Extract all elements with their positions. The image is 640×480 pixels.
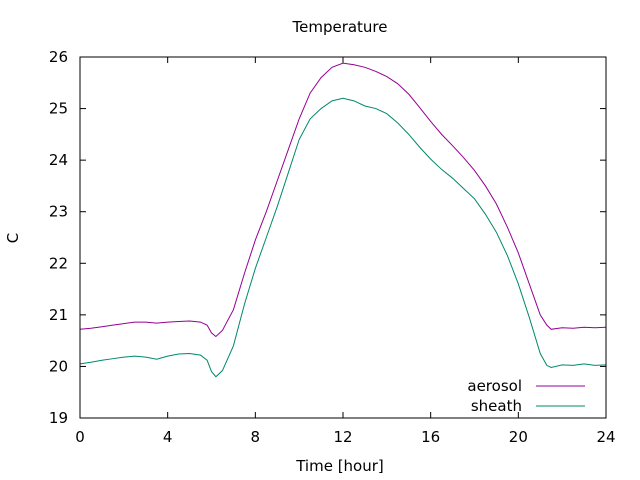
x-tick-label: 20 (509, 428, 528, 446)
x-tick-label: 8 (251, 428, 261, 446)
y-tick-label: 25 (49, 100, 68, 118)
x-tick-label: 4 (163, 428, 173, 446)
y-tick-label: 23 (49, 203, 68, 221)
series-line-aerosol (79, 62, 607, 338)
series-group (79, 62, 607, 378)
x-tick-label: 24 (596, 428, 615, 446)
y-tick-label: 26 (49, 48, 68, 66)
y-tick-label: 22 (49, 254, 68, 272)
y-tick-label: 24 (49, 151, 68, 169)
chart-title: Temperature (291, 18, 387, 36)
plot-frame (79, 56, 607, 419)
y-axis-label: C (4, 233, 22, 243)
y-tick-label: 21 (49, 306, 68, 324)
series-line-sheath (79, 97, 607, 378)
x-tick-label: 12 (333, 428, 352, 446)
x-tick-label: 0 (75, 428, 85, 446)
legend: aerosol sheath (467, 377, 585, 415)
y-tick-label: 19 (49, 409, 68, 427)
legend-label-sheath: sheath (471, 397, 522, 415)
axis-ticks: 0 4 8 12 16 20 24 19 20 21 22 23 24 25 26 (49, 48, 616, 446)
y-tick-label: 20 (49, 357, 68, 375)
legend-label-aerosol: aerosol (467, 377, 522, 395)
x-axis-label: Time [hour] (295, 457, 384, 475)
x-tick-label: 16 (421, 428, 440, 446)
